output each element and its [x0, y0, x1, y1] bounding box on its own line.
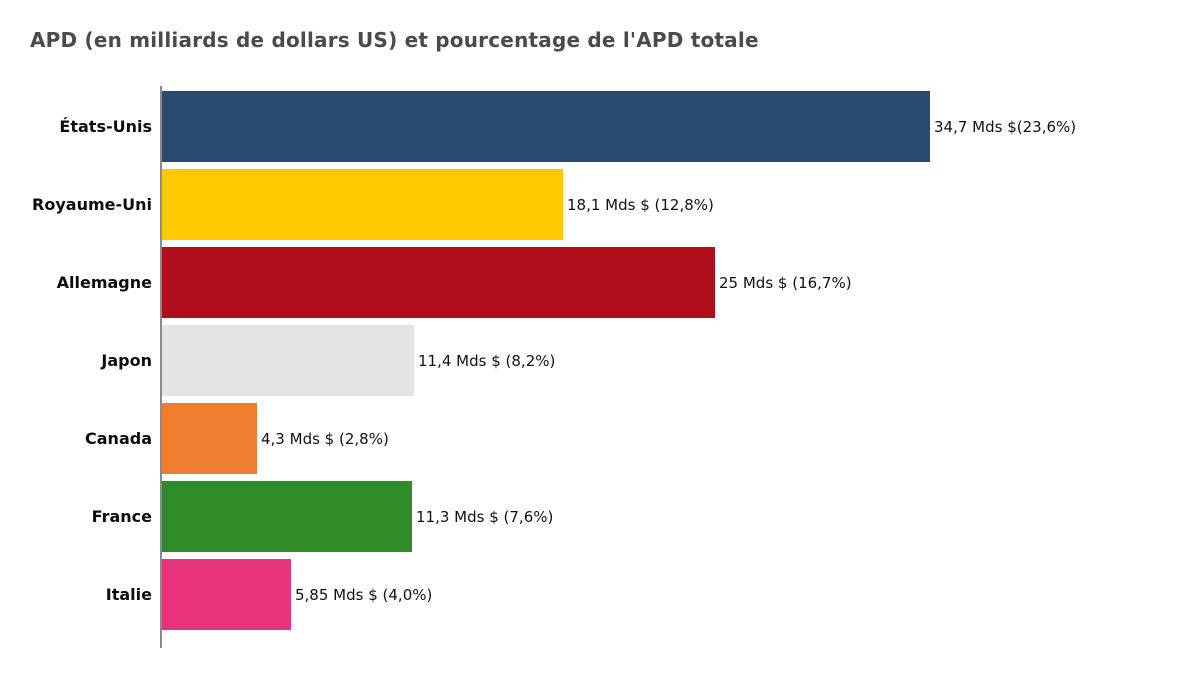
bar-row: Italie 5,85 Mds $ (4,0%) [106, 559, 1188, 630]
bar [162, 169, 563, 240]
category-label: États-Unis [59, 117, 152, 136]
bar [162, 325, 414, 396]
category-label: France [91, 507, 152, 526]
bar-row: Allemagne 25 Mds $ (16,7%) [57, 247, 1188, 318]
value-label: 4,3 Mds $ (2,8%) [261, 429, 389, 448]
bar [162, 403, 257, 474]
value-label: 34,7 Mds $(23,6%) [934, 117, 1077, 136]
bar-row: Royaume-Uni 18,1 Mds $ (12,8%) [32, 169, 1188, 240]
value-label: 11,4 Mds $ (8,2%) [418, 351, 556, 370]
category-label: Canada [85, 429, 152, 448]
chart-title: APD (en milliards de dollars US) et pour… [30, 28, 759, 52]
value-label: 5,85 Mds $ (4,0%) [295, 585, 433, 604]
category-label: Allemagne [56, 273, 152, 292]
value-label: 11,3 Mds $ (7,6%) [416, 507, 554, 526]
bar-row: États-Unis 34,7 Mds $(23,6%) [59, 91, 1188, 162]
plot-area: États-Unis 34,7 Mds $(23,6%) Royaume-Uni 18… [32, 86, 1188, 648]
bar-row: Japon 11,4 Mds $ (8,2%) [101, 325, 1188, 396]
bar [162, 481, 412, 552]
bar-row: France 11,3 Mds $ (7,6%) [92, 481, 1188, 552]
bar [162, 559, 291, 630]
bar [162, 91, 930, 162]
value-label: 25 Mds $ (16,7%) [719, 273, 852, 292]
category-label: Italie [105, 585, 152, 604]
bar-row: Canada 4,3 Mds $ (2,8%) [85, 403, 1188, 474]
category-label: Japon [101, 351, 152, 370]
bar [162, 247, 715, 318]
value-label: 18,1 Mds $ (12,8%) [567, 195, 714, 214]
category-label: Royaume-Uni [32, 195, 152, 214]
